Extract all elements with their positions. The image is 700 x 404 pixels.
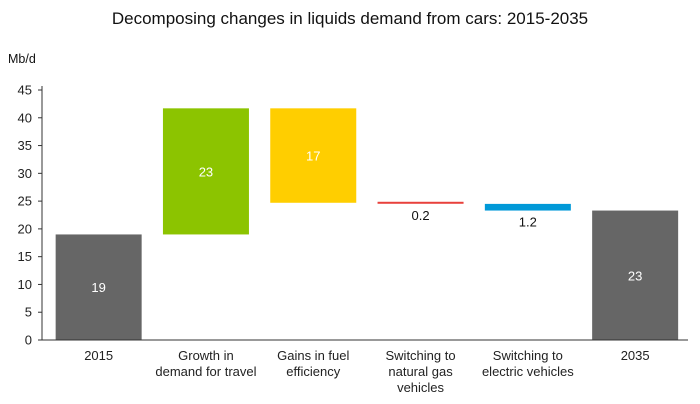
y-tick-label: 20 — [18, 221, 32, 236]
bar-0 — [55, 234, 142, 340]
data-label-2: 17 — [306, 149, 320, 164]
y-tick-label: 0 — [25, 333, 32, 348]
x-tick-label-3: vehicles — [397, 380, 444, 395]
data-label-4: 1.2 — [519, 215, 537, 230]
y-tick-label: 35 — [18, 138, 32, 153]
bar-4 — [484, 203, 571, 211]
bar-5 — [592, 210, 679, 340]
x-tick-label-4: Switching to — [493, 348, 563, 363]
y-tick-label: 5 — [25, 305, 32, 320]
x-tick-label-2: Gains in fuel — [277, 348, 349, 363]
y-tick-label: 30 — [18, 166, 32, 181]
y-axis-unit-label: Mb/d — [8, 52, 36, 66]
y-tick-label: 45 — [18, 83, 32, 98]
x-tick-label-3: natural gas — [388, 364, 453, 379]
x-tick-label-2: efficiency — [286, 364, 340, 379]
x-tick-label-4: electric vehicles — [482, 364, 574, 379]
data-label-5: 23 — [628, 268, 642, 283]
y-tick-label: 40 — [18, 110, 32, 125]
bar-2 — [270, 108, 357, 203]
y-tick-label: 25 — [18, 194, 32, 209]
x-tick-label-5: 2035 — [621, 348, 650, 363]
data-label-3: 0.2 — [412, 208, 430, 223]
x-tick-label-3: Switching to — [386, 348, 456, 363]
chart-title: Decomposing changes in liquids demand fr… — [111, 9, 589, 28]
y-tick-label: 15 — [18, 249, 32, 264]
x-tick-label-1: Growth in — [178, 348, 234, 363]
data-label-1: 23 — [199, 164, 213, 179]
x-tick-label-1: demand for travel — [155, 364, 256, 379]
bar-3 — [377, 201, 464, 204]
x-tick-label-0: 2015 — [84, 348, 113, 363]
y-tick-label: 10 — [18, 277, 32, 292]
data-label-0: 19 — [91, 280, 105, 295]
bar-1 — [162, 108, 249, 235]
